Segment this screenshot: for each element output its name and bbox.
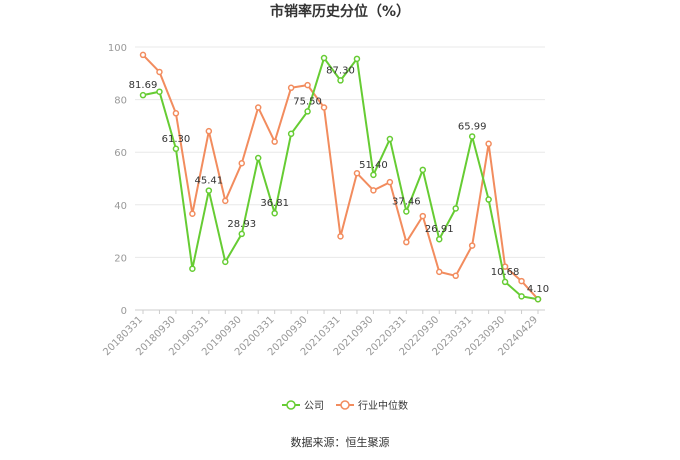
data-label: 51.40 [359,160,388,171]
data-label: 81.69 [129,80,158,91]
data-point [222,258,229,266]
data-label: 4.10 [527,284,549,295]
data-label: 45.41 [195,176,224,187]
data-label: 75.50 [293,96,322,107]
data-label: 10.68 [491,267,520,278]
data-point [436,235,443,243]
data-point [419,212,427,220]
legend[interactable]: 公司 行业中位数 [282,399,408,412]
data-point [254,104,262,111]
data-point [353,55,361,63]
y-tick-label: 80 [114,96,127,107]
data-point [386,135,394,143]
data-point [271,138,278,145]
data-point [501,278,509,286]
data-point [287,130,295,138]
y-tick-label: 20 [114,253,127,264]
data-label: 36.81 [260,198,289,209]
y-tick-label: 100 [108,43,127,54]
data-point [287,84,295,92]
data-point [320,54,328,62]
data-point [156,68,163,76]
data-point [172,110,180,117]
source-note: 数据来源：恒生聚源 [291,435,390,449]
data-point [485,140,492,148]
data-point [518,293,525,300]
legend-label: 公司 [304,401,324,412]
data-point [452,205,459,212]
data-point [254,154,262,162]
data-point [189,265,196,272]
data-point [337,77,344,84]
legend-label: 行业中位数 [358,399,408,412]
data-point [403,238,410,246]
data-point [386,178,394,186]
y-tick-label: 0 [121,306,127,317]
data-label: 61.30 [162,134,191,145]
data-label: 87.30 [326,65,355,76]
data-point [337,233,344,240]
data-label: 65.99 [458,121,487,132]
data-label: 26.91 [425,224,454,235]
data-label: 28.93 [227,219,256,230]
data-point [304,81,311,89]
data-point [222,197,229,205]
chart-title: 市销率历史分位（%） [270,3,410,20]
y-tick-label: 40 [114,201,127,212]
data-point [468,242,476,249]
data-point [271,209,278,217]
y-tick-label: 60 [114,148,127,159]
data-point [468,133,476,140]
data-point [304,108,311,115]
data-point [238,159,245,167]
data-point [238,230,245,238]
data-point [205,127,213,135]
data-point [370,171,377,179]
series-layer [139,51,542,303]
legend-item-0[interactable]: 公司 [282,400,324,412]
data-point [518,277,525,285]
data-point [370,187,377,194]
grid [135,46,545,258]
data-point [189,210,196,217]
data-point [452,272,459,280]
data-point [139,91,147,99]
data-point [534,295,542,303]
data-label: 37.46 [392,196,421,207]
data-labels: 81.69 61.30 45.41 28.93 36.81 75.50 87.30 51.40… [129,65,549,295]
data-point [485,196,492,203]
legend-marker-icon [340,400,350,410]
data-point [403,208,410,215]
data-point [436,268,443,276]
legend-marker-icon [286,400,296,410]
data-point [353,169,361,177]
data-point [205,187,213,194]
data-point [419,166,427,174]
data-point [156,88,163,95]
legend-item-1[interactable]: 行业中位数 [336,399,408,412]
data-point [320,104,328,111]
data-point [139,51,147,59]
data-point [172,145,180,153]
